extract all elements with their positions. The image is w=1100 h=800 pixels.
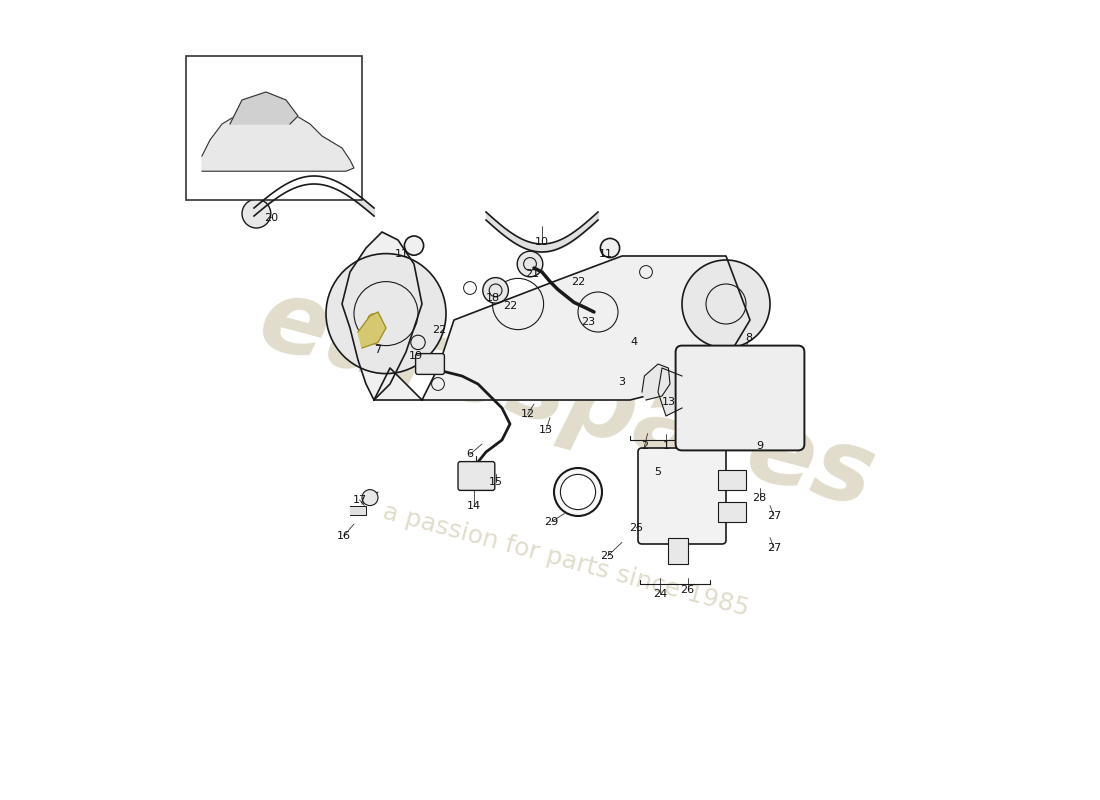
Circle shape bbox=[682, 260, 770, 348]
Text: a passion for parts since 1985: a passion for parts since 1985 bbox=[381, 499, 751, 621]
Circle shape bbox=[601, 238, 619, 258]
Text: 22: 22 bbox=[432, 325, 447, 334]
Text: 25: 25 bbox=[629, 523, 644, 533]
Text: 20: 20 bbox=[264, 213, 278, 222]
Text: 13: 13 bbox=[661, 397, 675, 406]
Text: 11: 11 bbox=[600, 250, 613, 259]
Text: 16: 16 bbox=[337, 531, 351, 541]
Text: 10: 10 bbox=[535, 237, 549, 246]
Text: 12: 12 bbox=[520, 410, 535, 419]
FancyBboxPatch shape bbox=[638, 448, 726, 544]
Text: 22: 22 bbox=[571, 277, 585, 286]
Circle shape bbox=[326, 254, 446, 374]
Polygon shape bbox=[358, 312, 386, 348]
Text: 11: 11 bbox=[395, 250, 409, 259]
Text: 9: 9 bbox=[756, 442, 763, 451]
Text: 14: 14 bbox=[466, 501, 481, 510]
Polygon shape bbox=[230, 92, 298, 124]
Circle shape bbox=[483, 278, 508, 303]
Text: 26: 26 bbox=[681, 586, 695, 595]
Polygon shape bbox=[658, 368, 682, 416]
Circle shape bbox=[362, 490, 378, 506]
Text: 2: 2 bbox=[641, 442, 648, 451]
Circle shape bbox=[242, 199, 271, 228]
Circle shape bbox=[216, 156, 244, 185]
Circle shape bbox=[222, 162, 238, 178]
Text: 21: 21 bbox=[526, 269, 539, 278]
Text: 17: 17 bbox=[352, 495, 366, 505]
Circle shape bbox=[405, 236, 424, 255]
Text: 24: 24 bbox=[653, 589, 668, 598]
Text: 3: 3 bbox=[618, 378, 626, 387]
Text: 5: 5 bbox=[654, 467, 661, 477]
FancyBboxPatch shape bbox=[718, 470, 746, 490]
Circle shape bbox=[560, 474, 595, 510]
Circle shape bbox=[318, 162, 334, 178]
Text: 18: 18 bbox=[485, 293, 499, 302]
Text: 7: 7 bbox=[374, 346, 382, 355]
Polygon shape bbox=[642, 364, 670, 400]
FancyBboxPatch shape bbox=[718, 502, 746, 522]
Polygon shape bbox=[202, 108, 354, 171]
FancyBboxPatch shape bbox=[669, 538, 688, 564]
Text: 28: 28 bbox=[752, 493, 767, 502]
Circle shape bbox=[410, 335, 426, 350]
Text: 19: 19 bbox=[408, 351, 422, 361]
Polygon shape bbox=[374, 256, 750, 400]
Text: 25: 25 bbox=[601, 551, 615, 561]
Circle shape bbox=[517, 251, 542, 277]
Circle shape bbox=[311, 156, 340, 185]
Text: eurospares: eurospares bbox=[248, 271, 884, 529]
FancyBboxPatch shape bbox=[186, 56, 362, 200]
FancyBboxPatch shape bbox=[675, 346, 804, 450]
Polygon shape bbox=[350, 506, 366, 515]
Circle shape bbox=[554, 468, 602, 516]
Text: 27: 27 bbox=[767, 543, 781, 553]
Text: 13: 13 bbox=[539, 426, 553, 435]
Text: 29: 29 bbox=[544, 517, 559, 526]
Polygon shape bbox=[342, 232, 422, 400]
Text: 8: 8 bbox=[745, 333, 752, 342]
FancyBboxPatch shape bbox=[458, 462, 495, 490]
Text: 4: 4 bbox=[630, 338, 638, 347]
Text: 22: 22 bbox=[503, 301, 517, 310]
Text: 1: 1 bbox=[662, 442, 670, 451]
FancyBboxPatch shape bbox=[416, 354, 444, 374]
Text: 23: 23 bbox=[581, 317, 595, 326]
Text: 27: 27 bbox=[767, 511, 781, 521]
Text: 15: 15 bbox=[488, 477, 503, 486]
Text: 6: 6 bbox=[466, 450, 473, 459]
